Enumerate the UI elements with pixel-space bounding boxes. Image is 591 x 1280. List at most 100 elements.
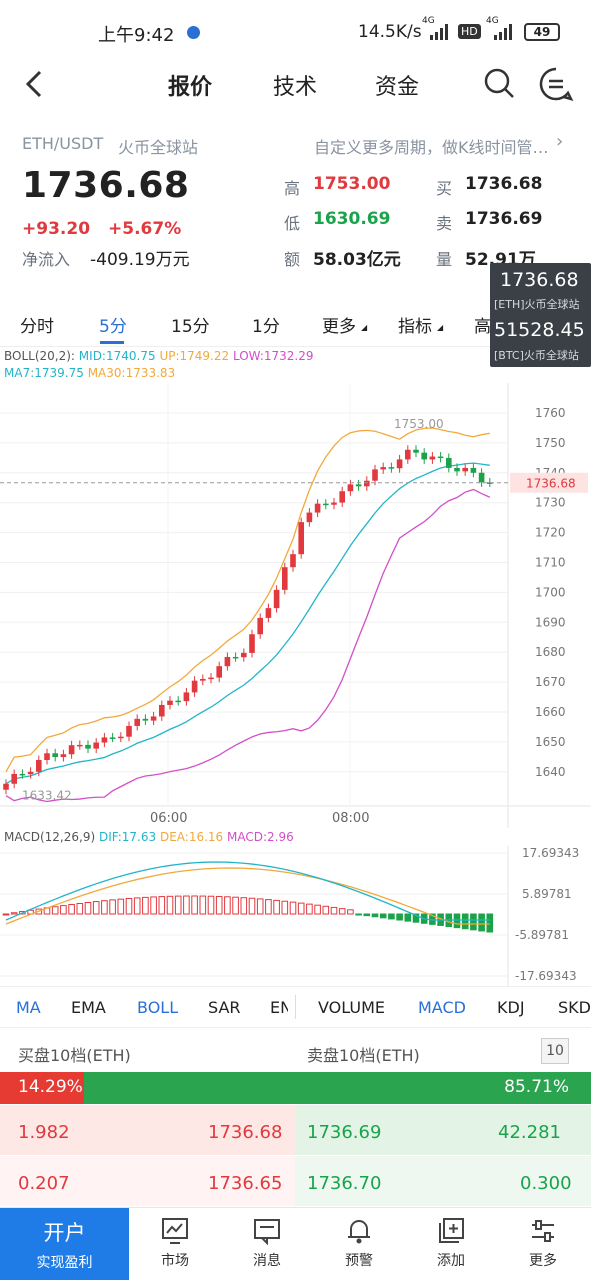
ind-skd[interactable]: SKD (558, 998, 591, 1017)
y-tick-label: 1720 (535, 526, 566, 540)
nav-messages[interactable]: 消息 (221, 1216, 313, 1270)
macd-bar (297, 902, 305, 915)
ask-value: 1736.69 (465, 209, 543, 229)
ind-volume[interactable]: VOLUME (318, 998, 385, 1017)
nav-more[interactable]: 更多 (497, 1216, 589, 1270)
nav-add[interactable]: 添加 (405, 1216, 497, 1270)
settings-sliders-icon (532, 1220, 554, 1242)
low-label: 低 (284, 214, 301, 233)
dea-line (5, 867, 490, 925)
candle-body (85, 744, 91, 749)
ind-macd[interactable]: MACD (418, 998, 466, 1017)
candle-body (208, 677, 214, 680)
macd-bar (76, 902, 84, 915)
caret-icon: ◢ (361, 323, 368, 332)
macd-bar (224, 896, 231, 915)
nav-alerts[interactable]: 预警 (313, 1216, 405, 1270)
candle-body (77, 744, 83, 747)
chevron-right-icon[interactable]: › (556, 131, 564, 152)
tab-quote[interactable]: 报价 (168, 75, 213, 100)
period-timeshare[interactable]: 分时 (20, 317, 54, 337)
min-price-label: 1633.42 (22, 788, 72, 802)
candle-body (19, 773, 26, 776)
ma30-value: MA30:1733.83 (87, 366, 176, 380)
candle-body (241, 652, 247, 658)
ind-boll[interactable]: BOLL (137, 998, 179, 1017)
bid-value: 1736.68 (465, 174, 543, 194)
ask-qty: 42.281 (498, 1122, 561, 1143)
x-tick-label: 08:00 (332, 811, 369, 826)
ask-book-title: 卖盘10档(ETH) (307, 1046, 420, 1065)
signal-icon (430, 24, 448, 40)
candle-body (273, 589, 280, 609)
period-15m[interactable]: 15分 (171, 317, 210, 337)
boll-mid-line (5, 462, 490, 785)
ind-sar[interactable]: SAR (208, 998, 241, 1017)
candle-body (52, 753, 58, 757)
candle-body (347, 484, 354, 492)
x-tick-label: 06:00 (150, 811, 187, 826)
open-account-button[interactable]: 开户 实现盈利 (0, 1208, 129, 1280)
divider (295, 995, 296, 1019)
candle-body (60, 754, 67, 757)
indicator-menu[interactable]: 指标 (398, 317, 432, 337)
battery-icon: 49 (524, 23, 560, 41)
back-icon[interactable] (24, 70, 46, 98)
ask-qty: 0.300 (520, 1173, 572, 1194)
tab-capital[interactable]: 资金 (375, 75, 420, 100)
period-1m[interactable]: 1分 (252, 317, 280, 337)
network-label: 4G (422, 16, 435, 26)
search-icon[interactable] (482, 66, 516, 100)
macd-bar (470, 913, 477, 931)
max-price-label: 1753.00 (394, 417, 444, 431)
macd-bar (240, 897, 248, 915)
depth-selector[interactable]: 10 (541, 1038, 569, 1064)
candle-body (380, 467, 386, 470)
macd-dif: DIF:17.63 (98, 830, 157, 844)
bid-row-bg (0, 1105, 295, 1155)
buy-sell-ratio-bar: 14.29% 85.71% (0, 1072, 591, 1104)
bid-book-title: 买盘10档(ETH) (18, 1046, 131, 1065)
macd-tick-label: 17.69343 (522, 846, 579, 860)
macd-chart[interactable]: 17.69343 5.89781 -5.89781 -17.69343 (0, 846, 591, 986)
macd-bar (92, 901, 100, 915)
candlestick-chart[interactable]: 1760175017401730172017101700169016801670… (0, 383, 591, 828)
ind-kdj[interactable]: KDJ (497, 998, 525, 1017)
macd-bar (347, 909, 354, 915)
y-tick-label: 1670 (535, 675, 566, 689)
chat-menu-icon[interactable] (538, 66, 574, 102)
dif-line (5, 861, 490, 921)
candle-body (183, 692, 190, 702)
current-price-label: 1736.68 (526, 477, 576, 491)
bid-price: 1736.68 (208, 1122, 283, 1143)
ask-price: 1736.69 (307, 1122, 382, 1143)
candle-body (200, 678, 206, 681)
macd-bar (142, 896, 149, 915)
period-5m[interactable]: 5分 (99, 317, 127, 337)
ind-en[interactable]: EN (270, 998, 288, 1017)
candle-body (405, 449, 411, 460)
amount-label: 额 (284, 250, 301, 269)
macd-bar (371, 913, 379, 918)
macd-bar (68, 904, 75, 915)
exchange-label: 火币全球站 (118, 138, 199, 157)
nav-market[interactable]: 市场 (129, 1216, 221, 1270)
macd-bar (363, 913, 371, 917)
ind-ma[interactable]: MA (16, 998, 41, 1017)
ind-ema[interactable]: EMA (71, 998, 106, 1017)
boll-lower-line (5, 488, 491, 803)
tab-technical[interactable]: 技术 (273, 75, 318, 100)
price-change: +93.20 (22, 219, 91, 239)
macd-bar (412, 913, 420, 923)
candle-body (3, 783, 9, 790)
macd-bar (51, 906, 59, 915)
indicator-bar: MA EMA BOLL SAR EN VOLUME MACD KDJ SKD (0, 986, 591, 1028)
candle-body (109, 737, 116, 739)
custom-period-link[interactable]: 自定义更多周期，做K线时间管… (314, 138, 549, 157)
macd-bar (379, 913, 387, 919)
macd-bar (265, 899, 272, 915)
candle-body (478, 472, 485, 483)
macd-bar (248, 897, 256, 915)
macd-bar (453, 913, 461, 929)
period-more[interactable]: 更多 (322, 317, 356, 337)
